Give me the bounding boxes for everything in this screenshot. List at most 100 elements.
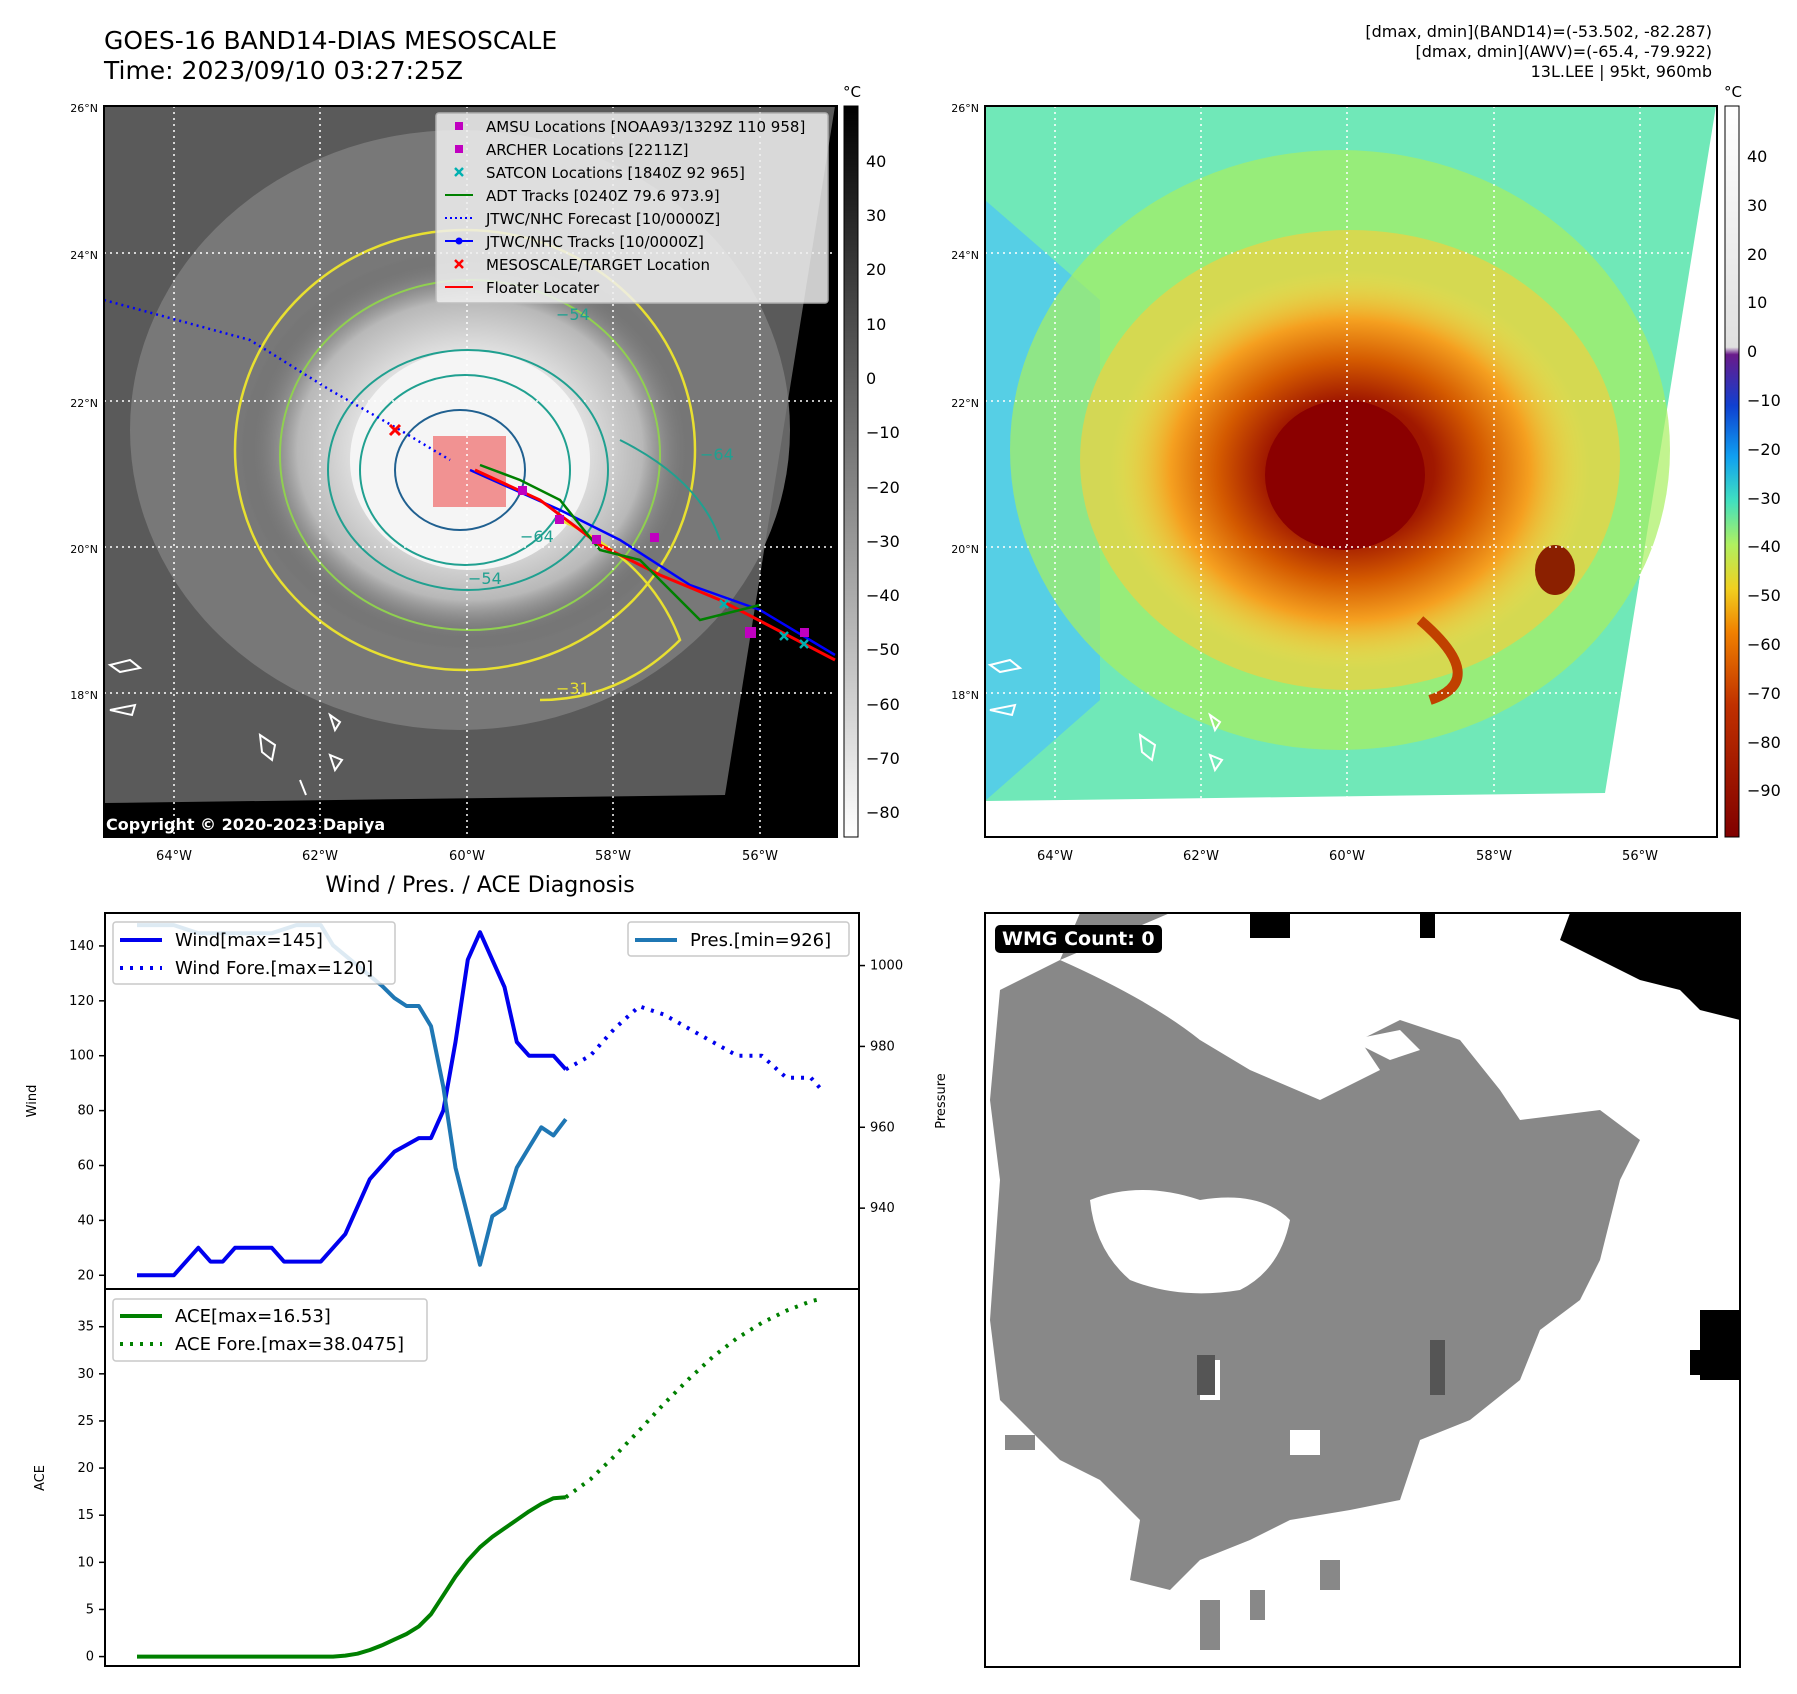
- ace-tick-label: 25: [77, 1414, 94, 1429]
- colorbar-tick: −50: [866, 640, 900, 659]
- lat-label: 18°N: [70, 689, 98, 702]
- copyright-notice: Copyright © 2020-2023 Dapiya: [106, 815, 386, 834]
- legend-label-pressure: Pres.[min=926]: [690, 930, 831, 951]
- title-line-1: GOES-16 BAND14-DIAS MESOSCALE: [104, 26, 558, 55]
- ace-tick-label: 0: [86, 1650, 94, 1665]
- colorbar-tick: −70: [866, 749, 900, 768]
- colorbar-tick: −80: [1747, 733, 1781, 752]
- contour-label: −64: [700, 445, 734, 464]
- legend-label-satcon: SATCON Locations [1840Z 92 965]: [486, 164, 745, 182]
- left-map-legend-markers: [445, 122, 473, 288]
- wind-axis-label: Wind: [25, 1085, 40, 1118]
- figure-title: GOES-16 BAND14-DIAS MESOSCALE Time: 2023…: [104, 26, 557, 86]
- colorbar-tick: 20: [1747, 245, 1767, 264]
- colorbar-tick: −50: [1747, 586, 1781, 605]
- contour-label: −31: [556, 679, 590, 698]
- colorbar-tick: 10: [1747, 293, 1767, 312]
- colorbar-tick: 0: [866, 369, 876, 388]
- ace-tick-label: 35: [77, 1320, 94, 1335]
- left-map-lon-labels: 64°W 62°W 60°W 58°W 56°W: [156, 849, 778, 864]
- legend-label-target: MESOSCALE/TARGET Location: [486, 256, 710, 274]
- lat-label: 18°N: [951, 689, 979, 702]
- wind-tick-label: 60: [77, 1158, 94, 1173]
- ace-legend: [112, 1298, 428, 1362]
- wind-tick-label: 20: [77, 1268, 94, 1283]
- lat-label: 26°N: [70, 102, 98, 115]
- colorbar-tick: −60: [1747, 635, 1781, 654]
- lat-label: 22°N: [70, 397, 98, 410]
- legend-label-tracks: JTWC/NHC Tracks [10/0000Z]: [485, 233, 704, 251]
- colorbar-tick: 20: [866, 260, 886, 279]
- wmg-panel: [984, 912, 1741, 1668]
- left-colorbar: [843, 105, 859, 838]
- colorbar-tick: −80: [866, 803, 900, 822]
- colorbar-tick: −20: [1747, 440, 1781, 459]
- colorbar-tick: −30: [1747, 489, 1781, 508]
- legend-label-adt: ADT Tracks [0240Z 79.6 973.9]: [486, 187, 720, 205]
- lat-label: 26°N: [951, 102, 979, 115]
- left-map-lat-labels: 26°N 24°N 22°N 20°N 18°N: [70, 102, 98, 702]
- wind-tick-label: 100: [69, 1049, 94, 1064]
- legend-label-ace-fore: ACE Fore.[max=38.0475]: [175, 1334, 404, 1355]
- wind-tick-label: 140: [69, 939, 94, 954]
- left-map-legend: [435, 112, 829, 304]
- series-line-0: [137, 930, 568, 1278]
- colorbar-tick: 40: [1747, 147, 1767, 166]
- lat-label: 20°N: [951, 543, 979, 556]
- colorbar-tick: −40: [1747, 537, 1781, 556]
- pressure-tick-label: 940: [870, 1201, 895, 1216]
- legend-label-ace: ACE[max=16.53]: [175, 1306, 331, 1327]
- ace-tick-label: 5: [86, 1602, 94, 1617]
- info-line-2: [dmax, dmin](AWV)=(-65.4, -79.922): [1415, 42, 1712, 61]
- wind-tick-label: 40: [77, 1213, 94, 1228]
- colorbar-tick: 0: [1747, 342, 1757, 361]
- colorbar-tick: 10: [866, 315, 886, 334]
- storm-info: [dmax, dmin](BAND14)=(-53.502, -82.287) …: [1365, 22, 1712, 82]
- colorbar-tick: −10: [866, 423, 900, 442]
- lon-label: 56°W: [1622, 849, 1658, 864]
- wind-tick-label: 80: [77, 1104, 94, 1119]
- lat-label: 22°N: [951, 397, 979, 410]
- pressure-tick-label: 960: [870, 1120, 895, 1135]
- lon-label: 60°W: [1329, 849, 1365, 864]
- colorbar-tick: −70: [1747, 684, 1781, 703]
- legend-label-forecast: JTWC/NHC Forecast [10/0000Z]: [485, 210, 720, 228]
- colorbar-tick: 30: [866, 206, 886, 225]
- wind-tick-label: 120: [69, 994, 94, 1009]
- legend-label-wind: Wind[max=145]: [175, 930, 323, 951]
- wind-pressure-plot: 20 40 60 80 100 120 140 940 960 980 1000: [69, 923, 903, 1283]
- legend-label-floater: Floater Locater: [486, 279, 600, 297]
- right-map-grid: [985, 106, 1717, 837]
- ace-tick-label: 30: [77, 1367, 94, 1382]
- left-map-frame: [103, 105, 838, 838]
- lat-label: 24°N: [951, 249, 979, 262]
- lon-label: 58°W: [1476, 849, 1512, 864]
- legend-label-amsu: AMSU Locations [NOAA93/1329Z 110 958]: [486, 118, 805, 136]
- diagnosis-title: Wind / Pres. / ACE Diagnosis: [325, 873, 634, 898]
- ace-series-line-0: [137, 1495, 566, 1659]
- left-colorbar-ticks: 40 30 20 10 0 −10 −20 −30 −40 −50 −60 −7…: [866, 152, 900, 822]
- ace-tick-label: 20: [77, 1461, 94, 1476]
- lat-label: 20°N: [70, 543, 98, 556]
- ace-plot: 0 5 10 15 20 25 30 35: [77, 1296, 824, 1665]
- right-map-lon-labels: 64°W 62°W 60°W 58°W 56°W: [1037, 849, 1658, 864]
- ace-axis-label: ACE: [33, 1465, 48, 1491]
- wind-legend: [112, 921, 396, 985]
- colorbar-tick: −10: [1747, 391, 1781, 410]
- pressure-tick-label: 1000: [870, 959, 903, 974]
- lon-label: 58°W: [595, 849, 631, 864]
- info-line-3: 13L.LEE | 95kt, 960mb: [1530, 62, 1712, 81]
- ace-tick-label: 10: [77, 1555, 94, 1570]
- legend-label-wind-fore: Wind Fore.[max=120]: [175, 958, 373, 979]
- lon-label: 62°W: [302, 849, 338, 864]
- legend-label-archer: ARCHER Locations [2211Z]: [486, 141, 689, 159]
- contour-label: −64: [520, 527, 554, 546]
- colorbar-tick: 30: [1747, 196, 1767, 215]
- contour-labels: −54 −64 −54 −31 −64: [468, 305, 734, 698]
- colorbar-tick: −40: [866, 586, 900, 605]
- info-line-1: [dmax, dmin](BAND14)=(-53.502, -82.287): [1365, 22, 1712, 41]
- right-map-image: [985, 106, 1717, 837]
- lon-label: 62°W: [1183, 849, 1219, 864]
- colorbar-tick: −90: [1747, 781, 1781, 800]
